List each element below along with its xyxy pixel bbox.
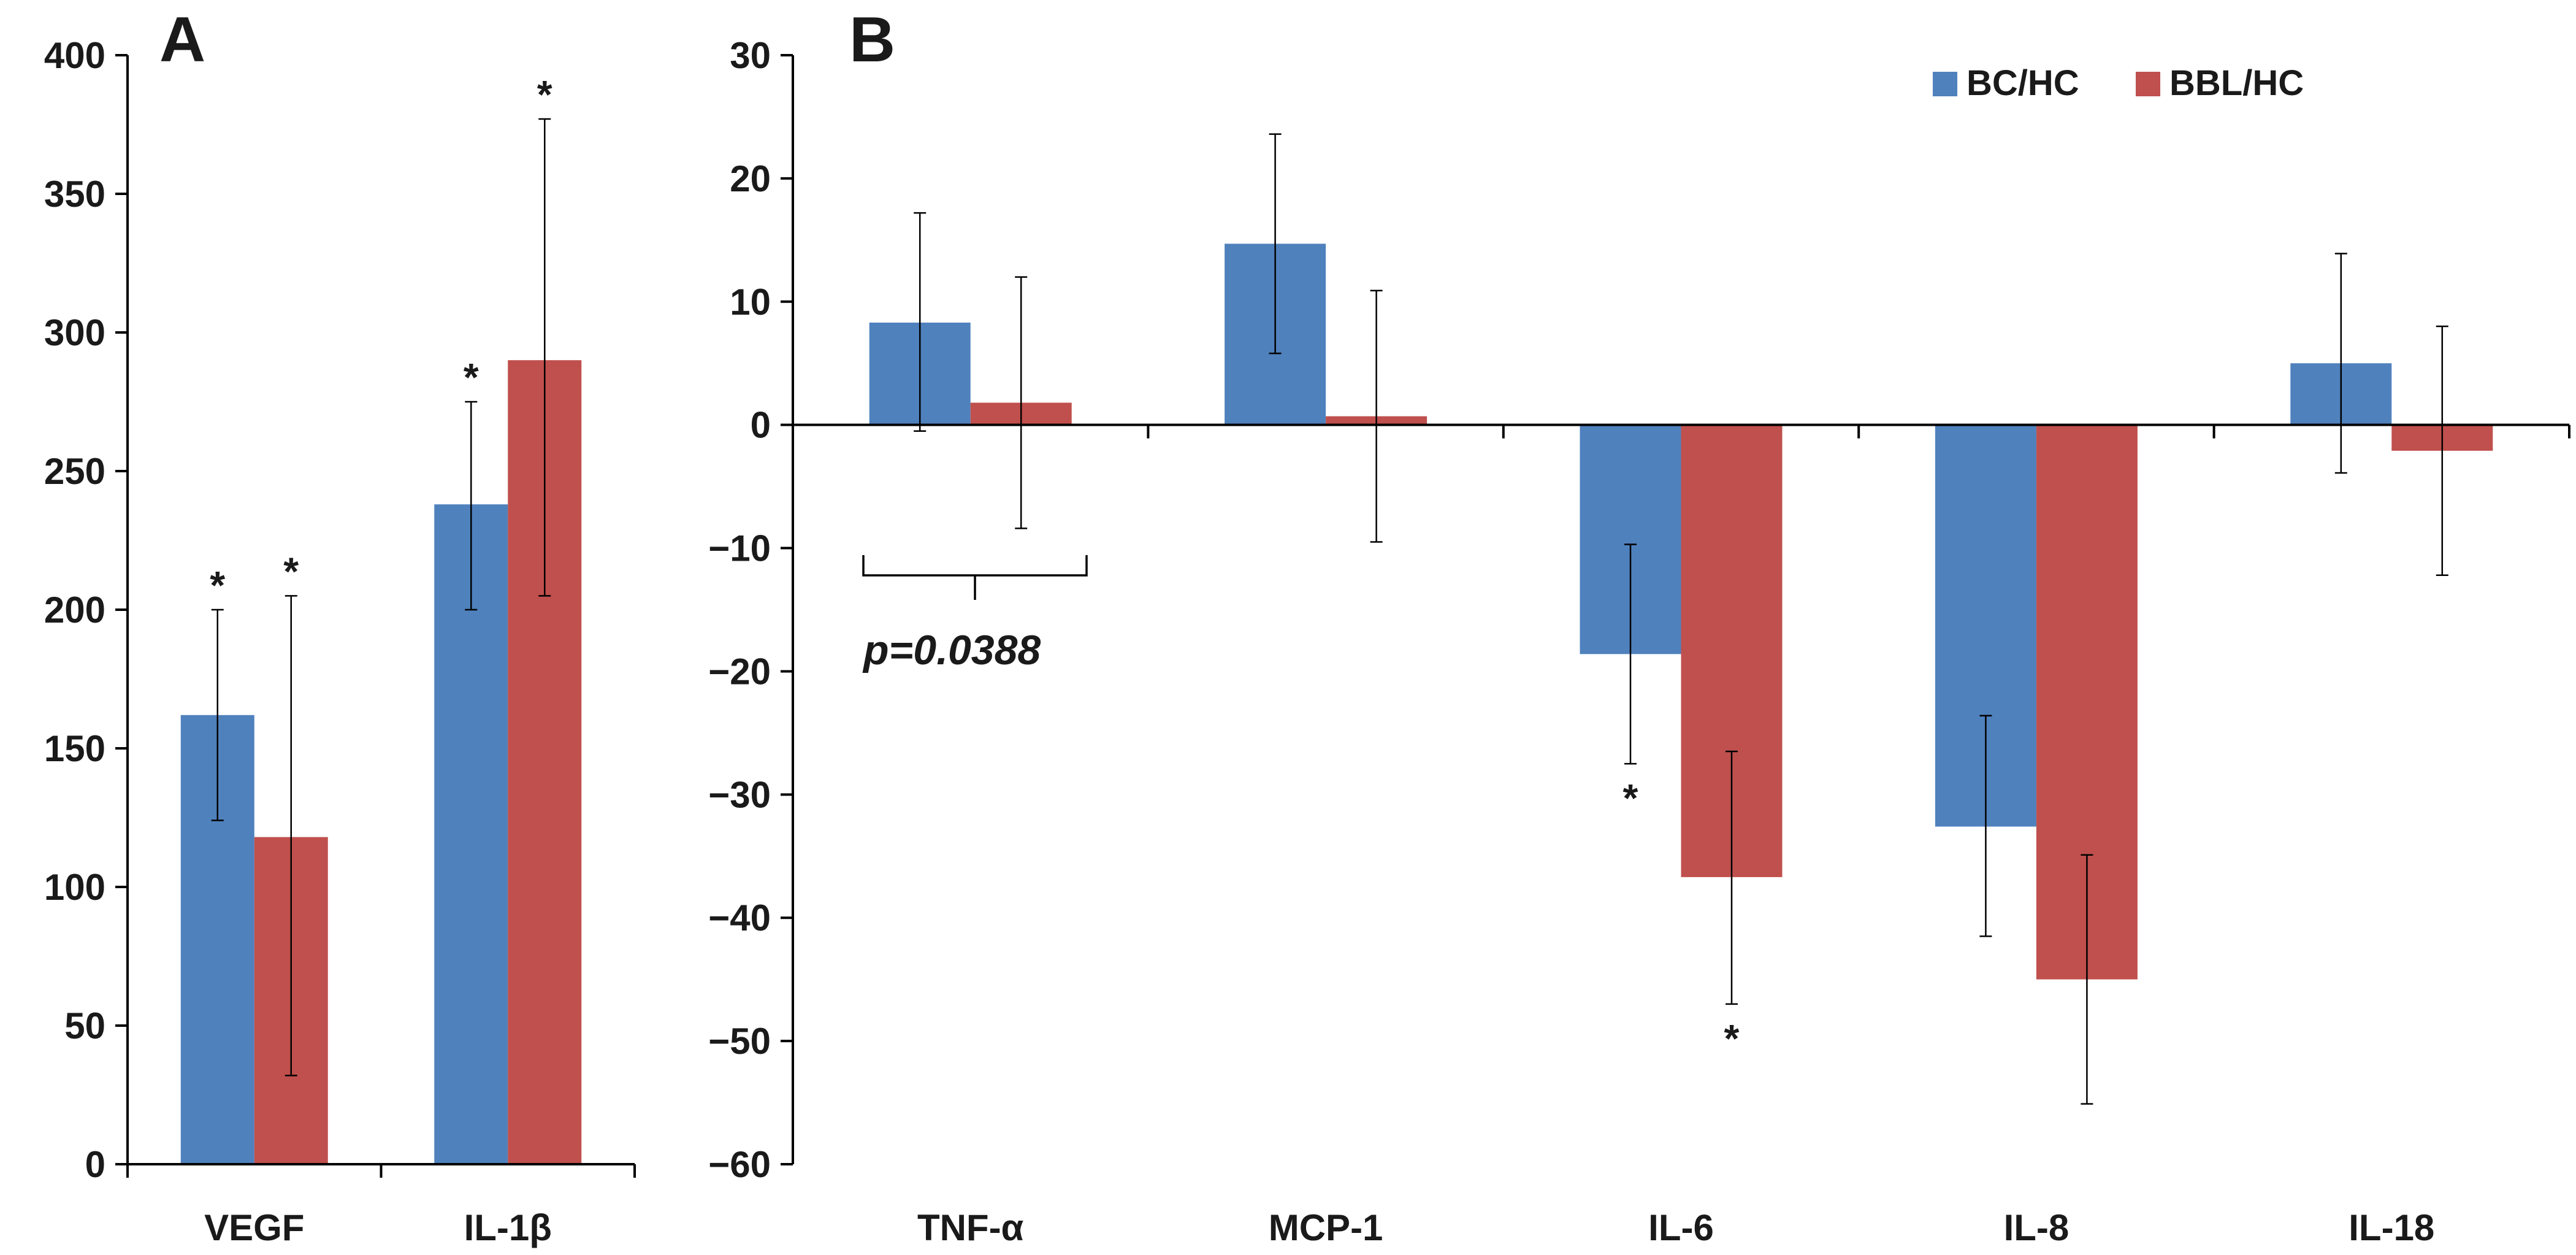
category-label-vegf: VEGF (204, 1207, 304, 1248)
panel-a-chart: A 0 50 100 150 200 250 300 350 400 * * * * VEGF IL-1β (44, 4, 636, 1248)
y-tick-label: −50 (708, 1021, 771, 1062)
legend-label-bbl-hc: BBL/HC (2169, 63, 2304, 103)
significance-star: * (1724, 1016, 1740, 1061)
y-tick-label: 250 (44, 451, 105, 492)
panel-b-label: B (849, 4, 895, 75)
category-label-tnf: TNF-α (917, 1207, 1024, 1248)
y-tick-label: −60 (708, 1144, 771, 1185)
category-label-il-6: IL-6 (1648, 1207, 1714, 1248)
significance-star: * (283, 549, 299, 593)
y-tick-label: 0 (85, 1144, 105, 1185)
y-tick-label: −20 (708, 651, 771, 692)
significance-star: * (464, 355, 479, 399)
y-tick-label: −10 (708, 528, 771, 569)
significance-star: * (210, 563, 225, 607)
p-value-annotation: p=0.0388 (862, 627, 1041, 674)
significance-star: * (1623, 776, 1638, 820)
y-tick-label: −30 (708, 774, 771, 815)
legend-label-bc-hc: BC/HC (1966, 63, 2079, 103)
legend-swatch-bbl-hc (2136, 72, 2160, 96)
y-tick-label: 50 (64, 1005, 105, 1046)
y-tick-label: 150 (44, 728, 105, 769)
y-tick-label: 10 (730, 282, 771, 323)
y-tick-label: 200 (44, 589, 105, 631)
category-label-mcp-1: MCP-1 (1269, 1207, 1383, 1248)
y-tick-label: 20 (730, 158, 771, 199)
legend: BC/HC BBL/HC (1933, 63, 2304, 103)
y-tick-label: 300 (44, 312, 105, 353)
panel-b-chart: B p=0.0388 BC/HC BBL/HC −60 −50 −40 −30 −20 −… (708, 4, 2570, 1248)
significance-bracket (862, 555, 1088, 600)
category-label-il-8: IL-8 (2004, 1207, 2070, 1248)
category-label-il-18: IL-18 (2349, 1207, 2434, 1248)
panel-a-label: A (159, 4, 205, 75)
y-tick-label: 350 (44, 174, 105, 215)
significance-star: * (537, 72, 552, 117)
y-tick-label: −40 (708, 897, 771, 938)
y-tick-label: 0 (751, 405, 771, 446)
legend-swatch-bc-hc (1933, 72, 1957, 96)
y-tick-label: 100 (44, 867, 105, 908)
y-tick-label: 400 (44, 35, 105, 76)
category-label-il-1: IL-1β (464, 1207, 552, 1248)
bar-il-1-bc-hc (434, 504, 508, 1164)
y-tick-label: 30 (730, 35, 771, 76)
